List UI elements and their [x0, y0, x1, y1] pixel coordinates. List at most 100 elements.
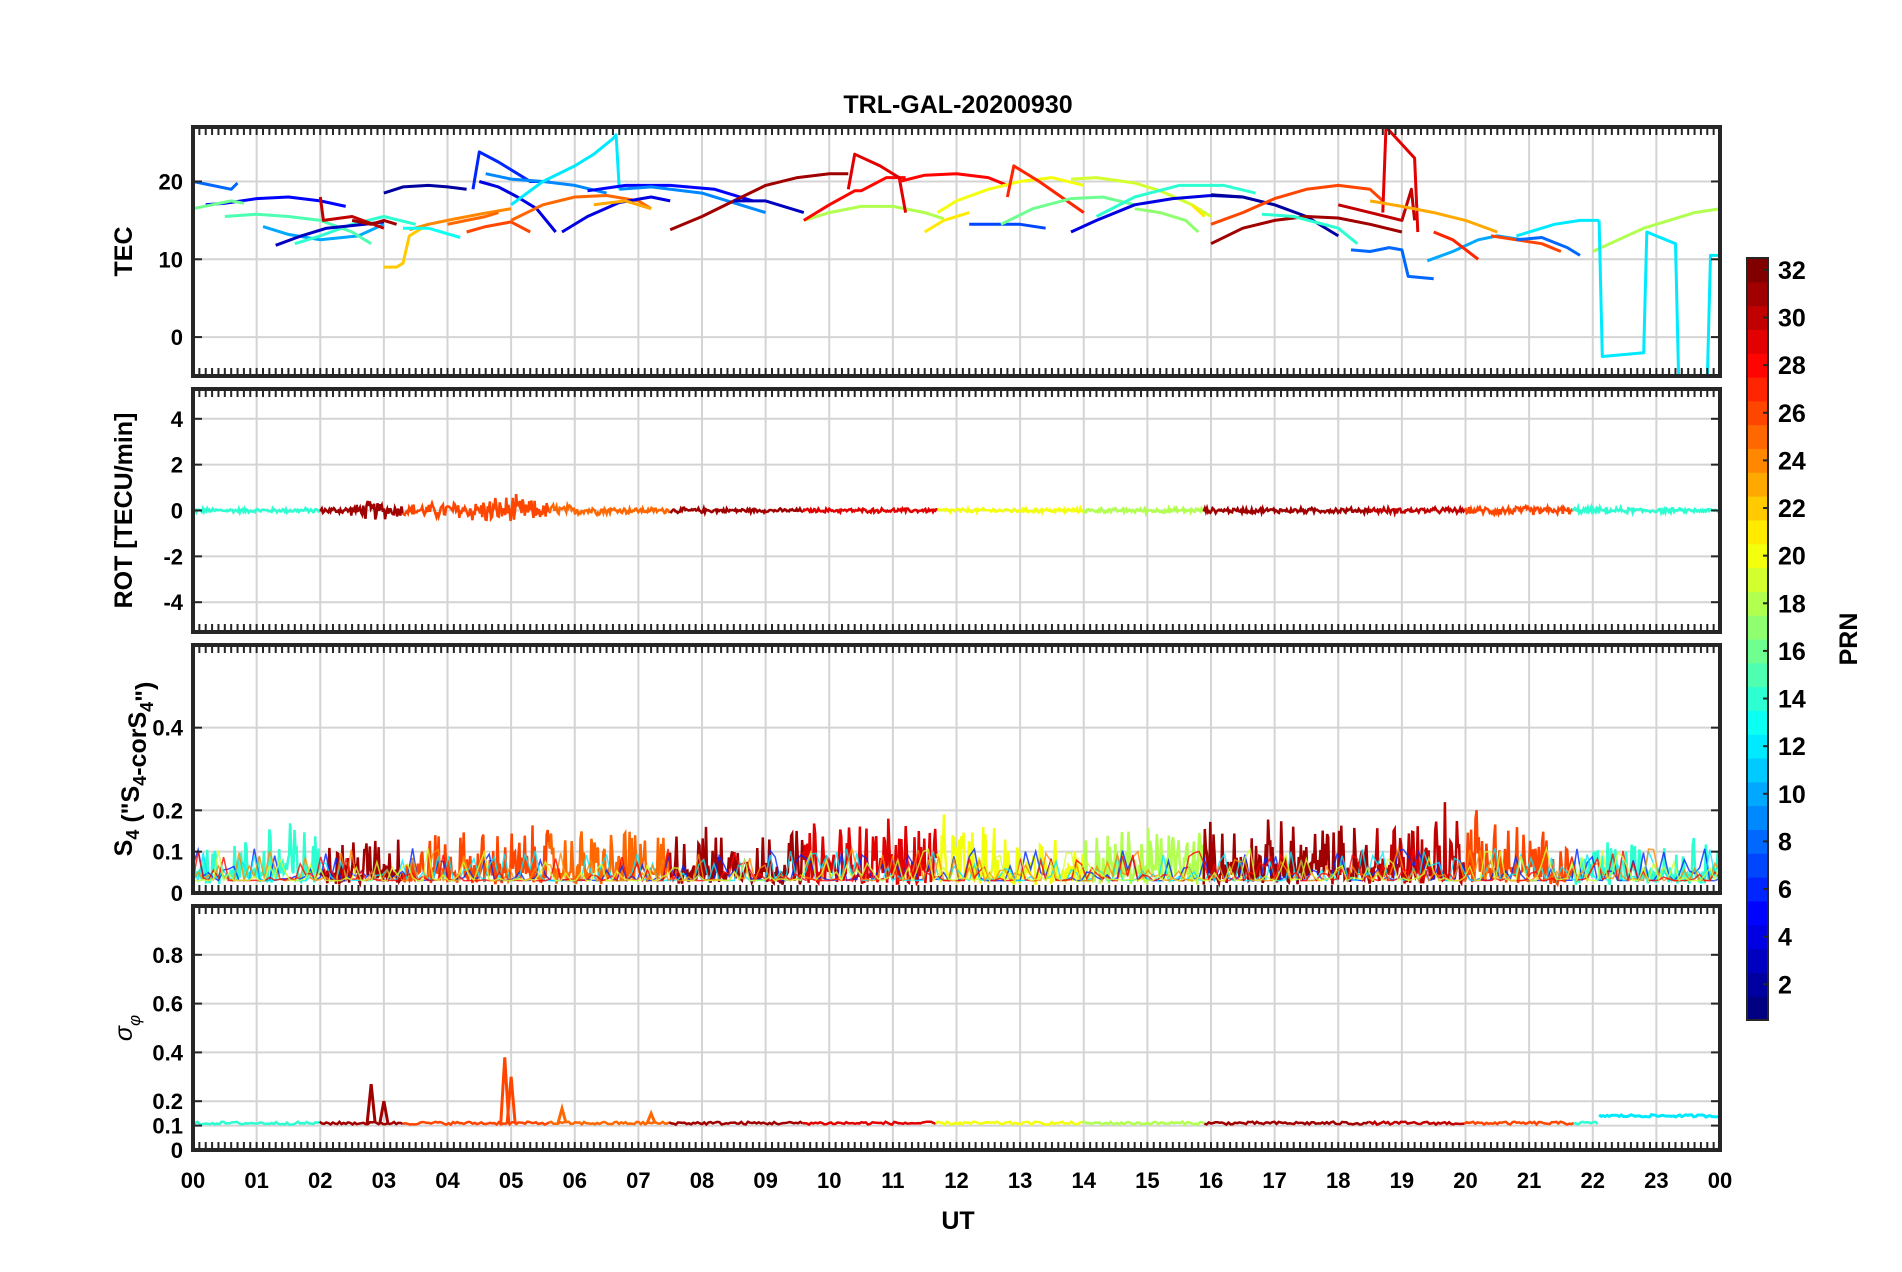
colorbar-swatch	[1747, 377, 1768, 402]
x-tick-label: 18	[1326, 1168, 1350, 1193]
colorbar-tick-label: 4	[1778, 924, 1792, 952]
colorbar-tick-label: 22	[1778, 495, 1806, 523]
x-tick-label: 00	[181, 1168, 205, 1193]
y-tick-label: 0.4	[152, 1040, 183, 1065]
colorbar-tick-label: 32	[1778, 257, 1806, 285]
colorbar-swatch	[1747, 567, 1768, 592]
x-tick-label: 00	[1708, 1168, 1732, 1193]
colorbar-swatch	[1747, 972, 1768, 997]
axis-ticks: 0 10 20	[159, 127, 1721, 376]
data-layer	[193, 802, 1720, 888]
sigma-spike	[556, 1102, 568, 1124]
axes-frame	[191, 643, 1722, 895]
colorbar-tick-label: 30	[1778, 305, 1806, 333]
axes-frame	[191, 904, 1722, 1152]
colorbar-label: PRN	[1835, 613, 1863, 666]
colorbar-swatch	[1747, 948, 1768, 973]
tec-series-prn-27	[1005, 164, 1085, 214]
tec-series-prn-4	[1070, 194, 1243, 234]
rot-trace	[669, 503, 804, 518]
tec-series-prn-18	[1592, 207, 1720, 253]
s4-trace	[1368, 802, 1466, 887]
rot-trace	[1464, 502, 1574, 519]
y-tick-label: 10	[159, 247, 183, 272]
tec-series-prn-3	[733, 199, 805, 215]
colorbar-swatch	[1747, 781, 1768, 807]
data-layer	[193, 127, 1720, 376]
colorbar-swatch	[1747, 329, 1768, 354]
tec-series-prn-14	[1261, 212, 1359, 245]
sigma-spike	[378, 1100, 390, 1124]
colorbar-tick-label: 14	[1778, 686, 1806, 714]
rot-trace	[1202, 503, 1371, 518]
tec-series-prn-23	[593, 199, 652, 211]
tec-series-prn-30	[1337, 187, 1417, 222]
tec-series-prn-23	[1369, 199, 1498, 234]
tec-series-prn-31	[1210, 215, 1403, 246]
x-tick-label: 22	[1581, 1168, 1605, 1193]
x-axis-label: UT	[941, 1207, 974, 1235]
y-tick-label: 20	[159, 169, 183, 194]
sigma-trace	[934, 1120, 1083, 1127]
tec-series-prn-15	[224, 212, 372, 245]
y-tick-label: 0.1	[152, 1114, 183, 1139]
x-tick-label: 02	[308, 1168, 332, 1193]
sigma-trace	[668, 1120, 804, 1127]
tec-series-prn-20	[936, 176, 1085, 214]
colorbar-swatch	[1747, 543, 1768, 569]
colorbar-frame	[1746, 257, 1769, 1021]
tec-series-prn-29	[1381, 127, 1420, 233]
sigma-trace	[1204, 1120, 1369, 1127]
panel-tec: 0 10 20 TEC	[110, 125, 1722, 378]
y-tick-label: 0	[171, 881, 183, 906]
x-tick-label: 19	[1390, 1168, 1414, 1193]
colorbar-swatch	[1747, 591, 1768, 616]
panel-rot: -4 -2 0 2 4 ROT [TECU/min]	[110, 387, 1722, 634]
y-axis-label-s4: S4 ("S4-corS4")	[110, 682, 159, 857]
colorbar-swatch	[1747, 734, 1768, 759]
colorbar-swatch	[1747, 996, 1768, 1021]
sigma-tail	[1598, 1112, 1720, 1119]
tec-series-prn-4	[478, 180, 557, 233]
colorbar-tick-label: 16	[1778, 638, 1806, 666]
tec-series-prn-8	[1350, 246, 1434, 281]
tec-series-prn-14	[1095, 183, 1256, 218]
colorbar-tick-label: 24	[1778, 447, 1806, 475]
x-tick-label: 20	[1453, 1168, 1477, 1193]
x-tick-label: 06	[563, 1168, 587, 1193]
colorbar-tick-label: 20	[1778, 543, 1806, 571]
sigma-spike	[645, 1109, 657, 1124]
tec-series-prn-22	[383, 226, 423, 269]
tec-series-prn-17	[1134, 207, 1200, 234]
colorbar-swatch	[1747, 686, 1768, 711]
rot-trace	[548, 500, 671, 518]
colorbar-swatch	[1747, 639, 1768, 664]
x-tick-label: 21	[1517, 1168, 1541, 1193]
y-axis-label-tec: TEC	[110, 227, 138, 277]
tec-series-prn-31	[669, 172, 849, 232]
data-layer	[193, 493, 1720, 523]
tec-series-prn-29	[846, 152, 908, 213]
sigma-trace	[318, 1119, 404, 1126]
tec-series-prn-21	[923, 211, 970, 234]
tec-series-prn-5	[587, 183, 754, 203]
colorbar-tick-label: 26	[1778, 400, 1806, 428]
tec-series-prn-13	[403, 226, 461, 239]
x-tick-label: 03	[372, 1168, 396, 1193]
tec-series-prn-28	[898, 172, 1008, 187]
tec-series-prn-10	[262, 222, 385, 242]
colorbar-swatch	[1747, 258, 1768, 283]
colorbar-swatch	[1747, 710, 1768, 735]
sigma-trace	[1573, 1120, 1599, 1126]
tec-series-prn-12	[510, 133, 621, 207]
colorbar-tick-label: 18	[1778, 590, 1806, 618]
colorbar-swatch	[1747, 281, 1768, 307]
rot-trace	[801, 505, 938, 516]
x-tick-label: 16	[1199, 1168, 1223, 1193]
colorbar-swatch	[1747, 472, 1768, 497]
sigma-spike	[365, 1083, 377, 1124]
rot-trace	[402, 493, 551, 523]
y-tick-label: 2	[171, 453, 183, 478]
